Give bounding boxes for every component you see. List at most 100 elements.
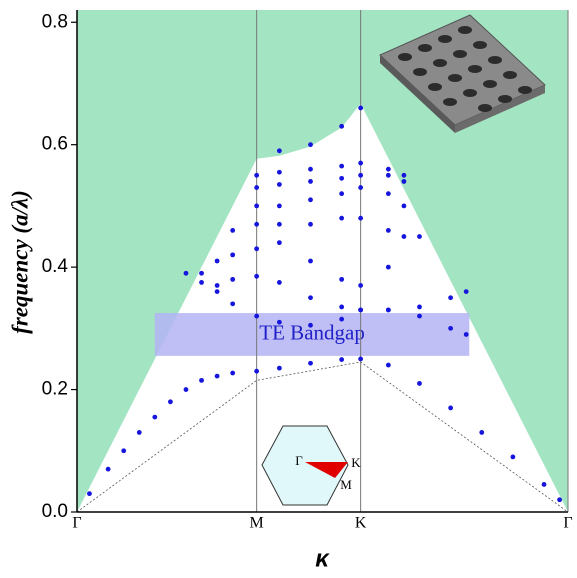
light-cone: [77, 10, 568, 512]
band-point: [308, 166, 313, 172]
band-point: [385, 172, 391, 178]
band-point: [308, 295, 313, 301]
band-point: [385, 362, 391, 368]
band-point: [401, 203, 407, 209]
band-point: [339, 123, 345, 129]
band-point: [448, 405, 454, 411]
band-point: [339, 215, 345, 221]
band-point: [254, 368, 260, 374]
x-tick-label: Γ: [563, 515, 572, 532]
band-point: [183, 270, 189, 276]
band-point: [308, 179, 313, 184]
band-point: [136, 430, 142, 435]
band-point: [214, 258, 220, 264]
band-point: [358, 172, 364, 178]
band-point: [417, 313, 422, 319]
band-point: [87, 491, 92, 497]
band-point: [308, 197, 313, 203]
band-point: [254, 221, 260, 227]
band-point: [121, 448, 127, 454]
y-tick-label: 0.0: [42, 501, 68, 522]
band-point: [308, 360, 313, 366]
band-point: [339, 357, 345, 362]
band-point: [230, 276, 236, 282]
band-point: [276, 203, 282, 209]
y-tick-label: 0.2: [42, 379, 68, 400]
band-point: [463, 289, 469, 295]
band-point: [276, 182, 282, 187]
band-point: [339, 175, 345, 181]
band-point: [199, 270, 204, 276]
x-tick-label: M: [250, 515, 264, 532]
band-point: [463, 332, 469, 337]
band-point: [276, 280, 282, 285]
band-point: [358, 215, 364, 221]
band-point: [358, 307, 364, 313]
band-point: [152, 414, 158, 420]
band-point: [401, 179, 407, 184]
band-point: [230, 227, 236, 233]
band-point: [276, 240, 282, 246]
band-point: [339, 163, 345, 169]
band-point: [254, 185, 260, 190]
band-point: [448, 295, 454, 301]
band-point: [308, 322, 313, 328]
band-point: [276, 169, 282, 175]
band-point: [230, 252, 236, 258]
band-point: [339, 316, 345, 322]
x-tick-label: K: [355, 515, 367, 532]
x-axis-label: κ: [315, 545, 330, 572]
band-point: [339, 276, 345, 282]
band-point: [276, 221, 282, 227]
band-point: [401, 172, 407, 178]
y-tick-label: 0.4: [42, 256, 69, 277]
band-point: [385, 307, 391, 313]
band-point: [105, 466, 111, 472]
bandgap: [154, 313, 470, 356]
y-tick-label: 0.8: [42, 11, 68, 32]
band-point: [510, 454, 516, 460]
inset-label: M: [340, 477, 352, 492]
band-point: [557, 497, 562, 503]
brillouin-inset: Γ K M: [261, 425, 361, 506]
band-point: [199, 377, 204, 383]
band-point: [385, 166, 391, 172]
band-point: [401, 234, 407, 239]
band-point: [358, 105, 364, 111]
band-point: [417, 234, 422, 239]
band-point: [254, 203, 260, 209]
band-point: [168, 399, 173, 405]
inset-label: K: [351, 455, 361, 470]
reference-line: [76, 361, 569, 513]
band-point: [276, 148, 282, 154]
band-point: [276, 365, 282, 371]
band-point: [308, 221, 313, 227]
band-point: [254, 313, 260, 319]
y-axis-label: frequency (a/λ): [7, 190, 32, 334]
band-point: [358, 160, 364, 166]
slab-illustration: [379, 14, 546, 133]
inset-label: Γ: [295, 453, 303, 468]
band-point: [254, 246, 260, 252]
band-point: [339, 191, 345, 197]
band-point: [448, 325, 454, 331]
x-tick-label: Γ: [72, 515, 81, 532]
band-point: [358, 185, 364, 190]
band-point: [254, 172, 260, 178]
y-tick-label: 0.6: [42, 134, 68, 155]
band-point: [339, 304, 345, 310]
band-point: [479, 430, 485, 435]
band-point: [254, 273, 260, 279]
band-point: [214, 283, 220, 288]
band-point: [417, 381, 422, 386]
band-point: [214, 373, 220, 379]
band-point: [385, 191, 391, 197]
band-point: [417, 304, 422, 310]
band-point: [358, 283, 364, 288]
band-point: [541, 482, 547, 487]
band-point: [214, 289, 220, 295]
band-point: [230, 370, 236, 376]
band-point: [276, 319, 282, 325]
band-point: [199, 280, 204, 285]
